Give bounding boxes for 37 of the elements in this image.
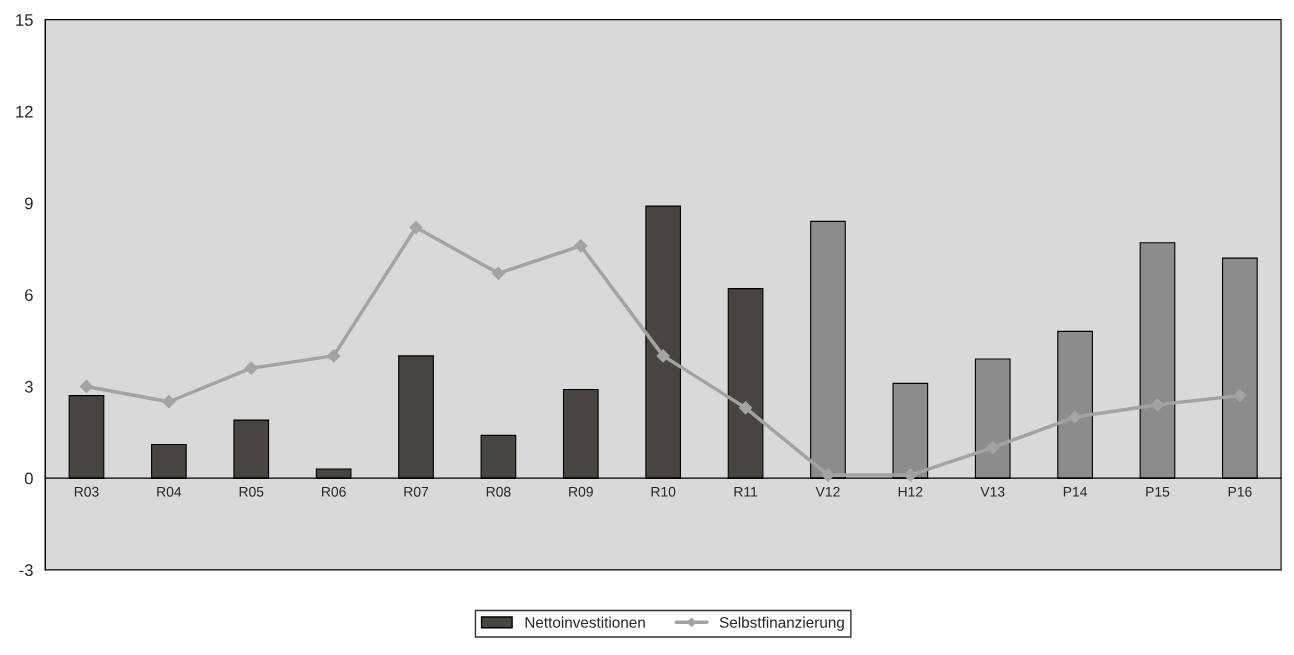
point: [491, 266, 505, 280]
point: [162, 395, 176, 409]
point: [903, 468, 917, 482]
point: [1150, 398, 1165, 412]
x-tick-label: R11: [734, 486, 758, 497]
point: [574, 239, 588, 253]
point: [986, 440, 1000, 455]
y-tick-label: 6: [25, 289, 33, 301]
point: [409, 220, 423, 235]
y-tick-label: -3: [19, 564, 33, 577]
point: [656, 349, 670, 363]
x-tick-label: R06: [322, 486, 346, 497]
x-tick-label: V13: [980, 486, 1005, 497]
x-tick-label: H12: [898, 486, 923, 497]
y-tick-label: 3: [24, 380, 33, 393]
x-tick-label: V12: [815, 486, 840, 497]
point: [244, 361, 258, 375]
x-tick-label: R08: [486, 486, 511, 497]
x-tick-label: R10: [651, 486, 676, 497]
x-tick-label: P15: [1146, 486, 1170, 497]
y-tick-label: 9: [25, 197, 33, 210]
x-tick-label: R03: [74, 486, 99, 497]
x-tick-label: P14: [1063, 486, 1088, 497]
x-tick-label: R09: [569, 486, 593, 497]
y-tick-label: 12: [16, 105, 33, 118]
point: [79, 379, 94, 394]
x-tick-label: R05: [239, 486, 264, 497]
y-tick-label: 15: [16, 14, 33, 26]
y-tick-label: 0: [24, 472, 33, 485]
point: [821, 468, 835, 482]
legend-label: Nettoinvestitionen: [525, 616, 645, 628]
x-tick-label: R04: [157, 486, 182, 497]
point: [327, 349, 341, 363]
x-tick-label: R07: [404, 486, 429, 497]
point: [738, 401, 753, 415]
x-tick-label: P16: [1228, 486, 1252, 497]
legend-label: Selbstfinanzierung: [719, 616, 844, 631]
